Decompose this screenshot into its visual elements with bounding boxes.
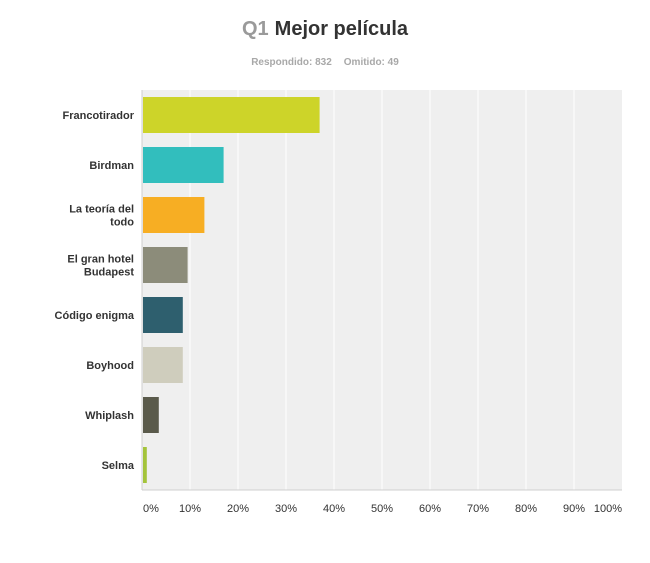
x-tick-label: 30% bbox=[275, 503, 297, 515]
x-tick-label: 100% bbox=[594, 503, 622, 515]
bar bbox=[143, 97, 320, 133]
question-number: Q1 bbox=[241, 18, 269, 40]
x-tick-label: 90% bbox=[563, 503, 585, 515]
x-tick-label: 40% bbox=[323, 503, 345, 515]
x-tick-label: 60% bbox=[419, 503, 441, 515]
x-tick-label: 80% bbox=[515, 503, 537, 515]
x-tick-label: 0% bbox=[143, 503, 159, 515]
skipped-count: Omitido: 49 bbox=[343, 57, 399, 68]
x-tick-label: 10% bbox=[179, 503, 201, 515]
bar bbox=[143, 397, 159, 433]
response-stats: Respondido: 832 Omitido: 49 bbox=[0, 57, 650, 68]
x-tick-label: 20% bbox=[227, 503, 249, 515]
category-label: La teoría del todo bbox=[69, 204, 134, 229]
category-label: Código enigma bbox=[55, 310, 135, 322]
category-label: Birdman bbox=[89, 160, 134, 172]
bar bbox=[143, 347, 183, 383]
question-title: Mejor película bbox=[274, 18, 409, 40]
category-label: Selma bbox=[102, 460, 135, 472]
chart-title: Q1 Mejor película bbox=[0, 18, 650, 41]
bar bbox=[143, 147, 224, 183]
x-tick-label: 70% bbox=[467, 503, 489, 515]
bar bbox=[143, 447, 147, 483]
bar bbox=[143, 297, 183, 333]
x-tick-label: 50% bbox=[371, 503, 393, 515]
category-label: Boyhood bbox=[86, 360, 134, 372]
category-label: Francotirador bbox=[62, 110, 134, 122]
bar bbox=[143, 197, 205, 233]
bar bbox=[143, 247, 188, 283]
category-label: Whiplash bbox=[85, 410, 134, 422]
answered-count: Respondido: 832 bbox=[251, 57, 332, 68]
category-label: El gran hotel Budapest bbox=[67, 254, 134, 279]
